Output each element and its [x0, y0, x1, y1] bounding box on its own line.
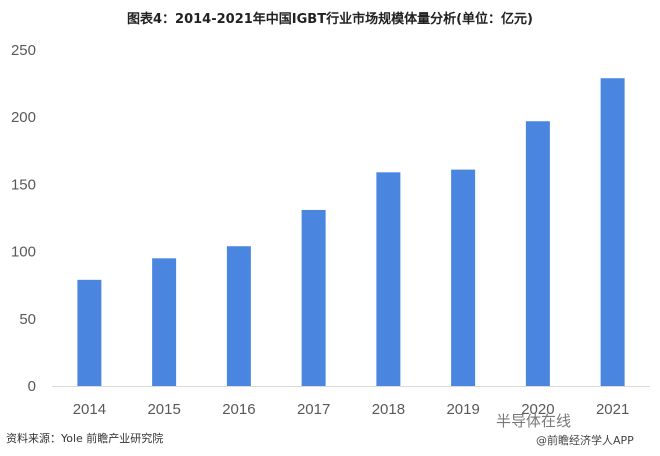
bar-2021 [600, 78, 625, 386]
x-tick-label: 2016 [222, 401, 255, 418]
bar-2017 [301, 209, 326, 386]
x-tick-label: 2021 [596, 401, 629, 418]
x-tick-label: 2017 [297, 401, 330, 418]
y-tick-label: 100 [11, 244, 36, 261]
x-tick-label: 2019 [446, 401, 479, 418]
y-tick-label: 200 [11, 109, 36, 126]
y-axis-ticks: 0 50 100 150 200 250 [11, 42, 36, 395]
bar-2018 [376, 172, 401, 386]
x-tick-label: 2014 [73, 401, 106, 418]
x-tick-label: 2020 [521, 401, 554, 418]
x-tick-label: 2018 [372, 401, 405, 418]
y-tick-label: 0 [28, 378, 36, 395]
x-axis-ticks: 2014 2015 2016 2017 2018 2019 2020 2021 [73, 401, 630, 418]
source-note: 资料来源：Yole 前瞻产业研究院 [6, 432, 164, 445]
x-tick-label: 2015 [147, 401, 180, 418]
y-tick-label: 150 [11, 176, 36, 193]
bar-2020 [525, 121, 550, 387]
watermark-text: 半导体在线 [496, 412, 572, 430]
y-tick-label: 250 [11, 42, 36, 59]
y-tick-label: 50 [19, 311, 36, 328]
bar-2015 [152, 258, 177, 386]
chart-title: 图表4：2014-2021年中国IGBT行业市场规模体量分析(单位：亿元) [127, 12, 533, 27]
bars [77, 78, 625, 387]
bar-2019 [451, 169, 476, 386]
bar-2016 [226, 246, 251, 386]
brand-text: @前瞻经济学人APP [536, 434, 634, 447]
bar-2014 [77, 279, 102, 386]
